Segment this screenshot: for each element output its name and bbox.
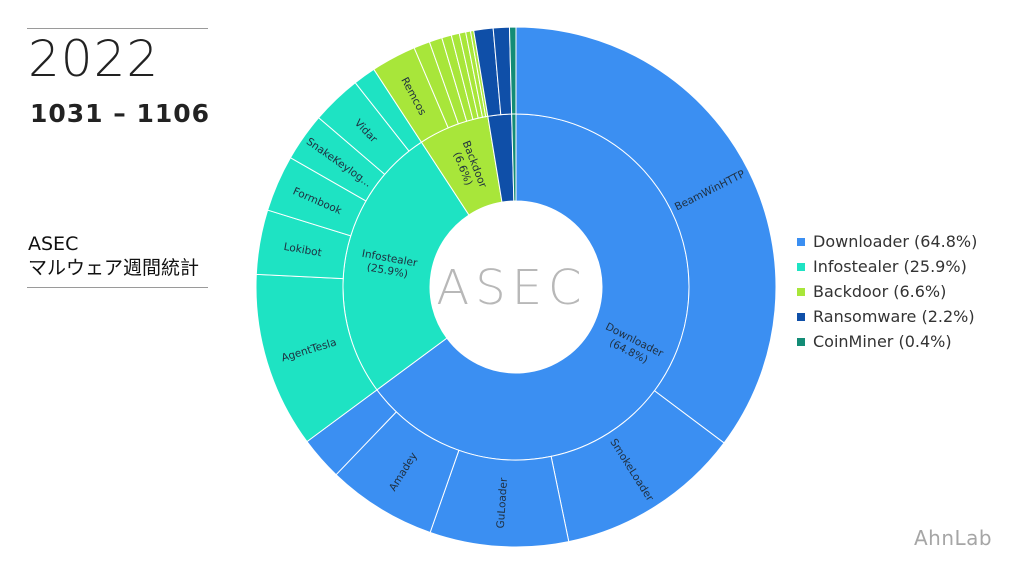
legend-label: Downloader (64.8%) (813, 232, 978, 251)
title-line-1: ASEC (28, 233, 79, 255)
title-line-2: マルウェア週間統計 (28, 257, 200, 279)
top-rule (27, 28, 208, 29)
legend-swatch (797, 312, 805, 321)
legend-label: CoinMiner (0.4%) (813, 332, 952, 351)
center-logo: ASEC (436, 260, 587, 316)
outer-segment-downloader-beamwinhttp (515, 26, 777, 444)
legend-swatch (797, 287, 805, 296)
outer-segment-coinminer-0 (508, 26, 517, 115)
year-heading: 2022 (28, 30, 160, 88)
legend-item-coinminer: CoinMiner (0.4%) (797, 329, 977, 354)
legend-item-backdoor: Backdoor (6.6%) (797, 279, 977, 304)
legend-label: Infostealer (25.9%) (813, 257, 967, 276)
outer-label-guloader: GuLoader (495, 477, 510, 529)
chart-legend: Downloader (64.8%) Infostealer (25.9%) Bac… (797, 229, 977, 354)
legend-item-downloader: Downloader (64.8%) (797, 229, 977, 254)
report-title: ASEC マルウェア週間統計 (28, 232, 199, 280)
date-range: 1031 – 1106 (30, 99, 211, 128)
legend-item-infostealer: Infostealer (25.9%) (797, 254, 977, 279)
legend-swatch (797, 262, 805, 271)
bottom-rule (27, 287, 208, 288)
legend-item-ransomware: Ransomware (2.2%) (797, 304, 977, 329)
legend-label: Backdoor (6.6%) (813, 282, 947, 301)
legend-swatch (797, 237, 805, 246)
outer-ring (255, 26, 777, 548)
brand-logo: AhnLab (914, 526, 993, 550)
legend-label: Ransomware (2.2%) (813, 307, 975, 326)
legend-swatch (797, 337, 805, 346)
